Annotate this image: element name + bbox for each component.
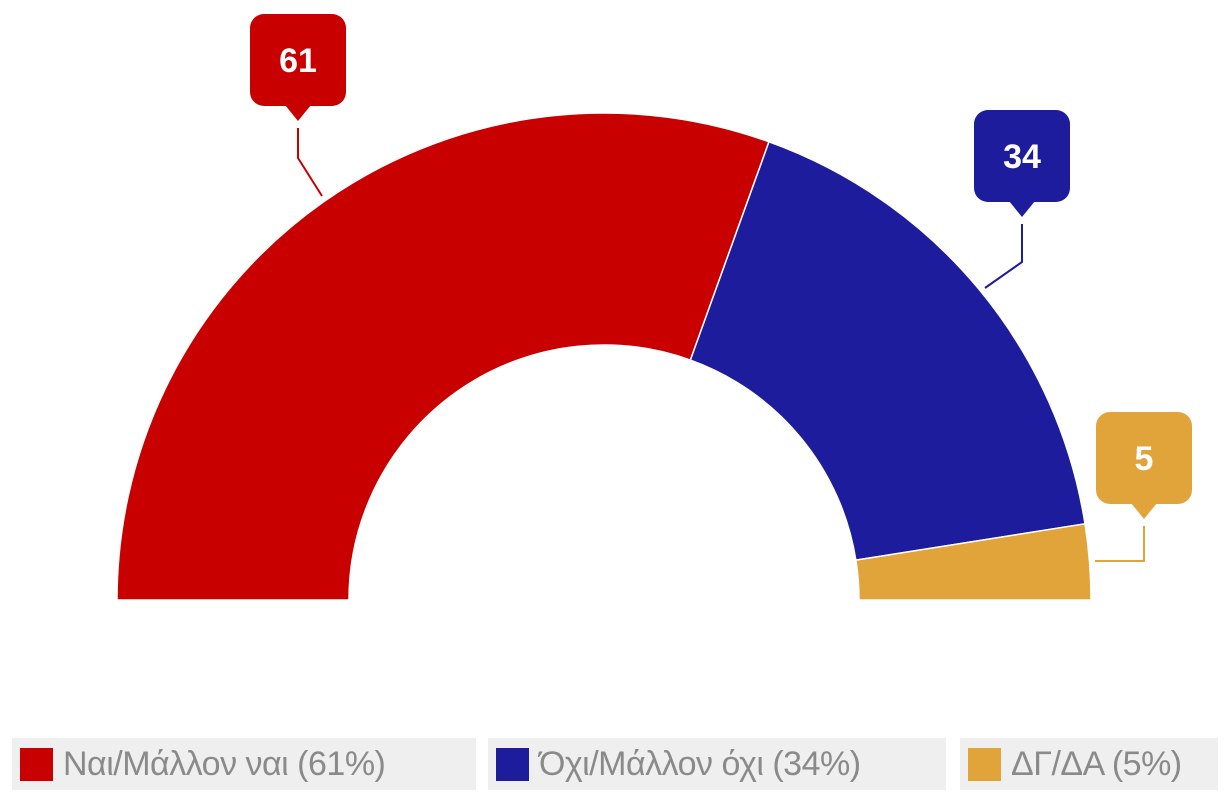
callout-pointer-no — [1009, 201, 1035, 217]
callout-pointer-dk — [1131, 503, 1157, 519]
callout-box-dk — [1096, 412, 1192, 504]
legend-label-yes: Ναι/Μάλλον ναι (61%) — [63, 744, 386, 783]
legend-item-dk[interactable]: ΔΓ/ΔΑ (5%) — [960, 738, 1218, 790]
slice-dk[interactable] — [855, 522, 1092, 601]
legend-label-dk: ΔΓ/ΔΑ (5%) — [1011, 744, 1182, 783]
legend-item-no[interactable]: Όχι/Μάλλον όχι (34%) — [488, 738, 946, 790]
leader-line-yes — [297, 128, 323, 197]
data-label-text-no: 34 — [1003, 138, 1041, 176]
callout-pointer-yes — [285, 105, 311, 121]
chart-callouts: 61 34 5 — [250, 14, 1192, 562]
slice-no[interactable] — [689, 140, 1086, 561]
data-label-no: 34 — [974, 110, 1070, 289]
data-label-dk: 5 — [1095, 412, 1192, 562]
callout-box-yes — [250, 14, 346, 106]
data-label-text-dk: 5 — [1135, 440, 1154, 478]
leader-line-dk — [1095, 526, 1145, 562]
chart-slices — [116, 112, 1092, 601]
chart-legend: Ναι/Μάλλον ναι (61%) Όχι/Μάλλον όχι (34%… — [0, 736, 1226, 792]
data-label-text-yes: 61 — [279, 42, 317, 80]
semi-donut-chart: 61 34 5 — [116, 14, 1192, 601]
legend-swatch-dk — [968, 747, 1001, 781]
legend-item-yes[interactable]: Ναι/Μάλλον ναι (61%) — [12, 738, 476, 790]
legend-swatch-no — [496, 747, 529, 781]
legend-label-no: Όχι/Μάλλον όχι (34%) — [539, 744, 861, 783]
leader-line-no — [984, 224, 1023, 289]
legend-swatch-yes — [20, 747, 53, 781]
slice-yes[interactable] — [116, 112, 770, 601]
data-label-yes: 61 — [250, 14, 346, 197]
callout-box-no — [974, 110, 1070, 202]
